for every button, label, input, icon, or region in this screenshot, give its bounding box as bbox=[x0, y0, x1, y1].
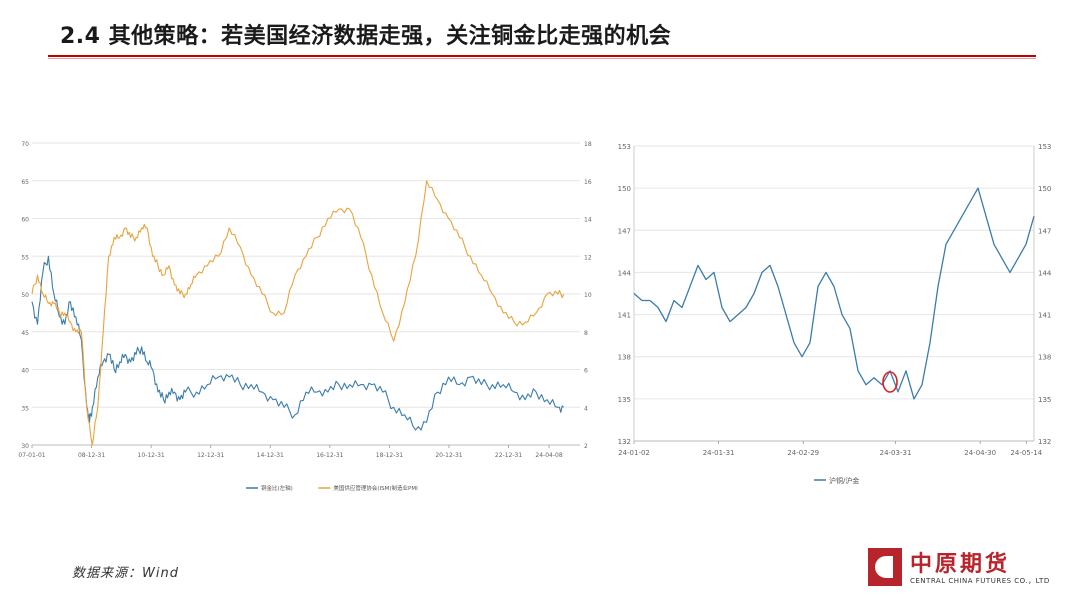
legend-label: 铜金比(左轴) bbox=[261, 484, 293, 492]
title-divider bbox=[48, 55, 1036, 57]
y-right-tick-label: 138 bbox=[1038, 354, 1051, 362]
legend-label: 美国供应管理协会(ISM)制造业PMI bbox=[333, 484, 418, 492]
y-left-tick-label: 60 bbox=[21, 217, 29, 224]
y-left-tick-label: 141 bbox=[618, 312, 631, 320]
x-tick-label: 10-12-31 bbox=[138, 452, 165, 459]
y-left-tick-label: 144 bbox=[618, 269, 632, 277]
y-right-tick-label: 141 bbox=[1038, 312, 1051, 320]
y-left-tick-label: 70 bbox=[21, 141, 29, 148]
y-left-tick-label: 50 bbox=[21, 292, 29, 299]
y-left-tick-label: 30 bbox=[21, 443, 29, 450]
y-right-tick-label: 12 bbox=[584, 254, 592, 261]
company-logo: 中原期货 CENTRAL CHINA FUTURES CO.，LTD bbox=[868, 548, 1049, 590]
y-right-tick-label: 147 bbox=[1038, 227, 1051, 235]
shfe-copper-gold-ratio-chart: 153 153 150 150 147 147 144 144 141 141 138 138 135 1… bbox=[618, 143, 1052, 485]
y-right-tick-label: 144 bbox=[1038, 269, 1052, 277]
x-tick-label: 07-01-01 bbox=[18, 452, 45, 459]
x-tick-label: 16-12-31 bbox=[316, 452, 343, 459]
x-tick-label: 18-12-31 bbox=[376, 452, 403, 459]
y-left-tick-label: 65 bbox=[21, 179, 29, 186]
x-tick-label: 24-03-31 bbox=[880, 449, 912, 457]
y-right-tick-label: 2 bbox=[584, 443, 588, 450]
x-tick-label: 24-02-29 bbox=[787, 449, 819, 457]
x-tick-label: 24-04-30 bbox=[964, 449, 996, 457]
y-right-tick-label: 18 bbox=[584, 141, 592, 148]
x-tick-label: 22-12-31 bbox=[495, 452, 522, 459]
y-right-tick-label: 135 bbox=[1038, 396, 1051, 404]
y-right-tick-label: 150 bbox=[1038, 185, 1051, 193]
y-right-tick-label: 10 bbox=[584, 292, 592, 299]
legend-label: 沪铜/沪金 bbox=[829, 476, 859, 485]
y-right-tick-label: 16 bbox=[584, 179, 592, 186]
x-tick-label: 24-05-14 bbox=[1010, 449, 1042, 457]
y-left-tick-label: 153 bbox=[618, 143, 631, 151]
title-divider-thin bbox=[48, 58, 1036, 59]
x-tick-label: 24-04-08 bbox=[535, 452, 562, 459]
page-title: 2.4 其他策略：若美国经济数据走强，关注铜金比走强的机会 bbox=[60, 24, 672, 49]
y-left-tick-label: 135 bbox=[618, 396, 631, 404]
y-right-tick-label: 6 bbox=[584, 368, 588, 375]
y-left-tick-label: 147 bbox=[618, 227, 631, 235]
copper-gold-pmi-chart: 70 65 60 55 50 45 40 35 30 18 16 14 12 10 8 6 4 2 07-01-01… bbox=[18, 141, 592, 492]
logo-english-name: CENTRAL CHINA FUTURES CO.，LTD bbox=[910, 577, 1050, 585]
y-right-tick-label: 8 bbox=[584, 330, 588, 337]
x-tick-label: 14-12-31 bbox=[257, 452, 284, 459]
y-right-tick-label: 14 bbox=[584, 217, 592, 224]
y-left-tick-label: 45 bbox=[21, 330, 29, 337]
y-left-tick-label: 55 bbox=[21, 254, 29, 261]
x-tick-label: 20-12-31 bbox=[435, 452, 462, 459]
y-left-tick-label: 150 bbox=[618, 185, 631, 193]
series-line-copper-gold bbox=[31, 255, 564, 431]
logo-name: 中原期货 bbox=[910, 551, 1011, 577]
y-right-tick-label: 132 bbox=[1038, 438, 1051, 446]
y-left-tick-label: 138 bbox=[618, 354, 631, 362]
x-tick-label: 24-01-02 bbox=[618, 449, 650, 457]
x-tick-label: 08-12-31 bbox=[78, 452, 105, 459]
y-left-tick-label: 40 bbox=[21, 368, 29, 375]
data-source-note: 数据来源：Wind bbox=[72, 566, 179, 581]
y-right-tick-label: 153 bbox=[1038, 143, 1051, 151]
logo-mark-icon bbox=[868, 548, 902, 586]
highlight-circle bbox=[882, 371, 898, 393]
x-tick-label: 12-12-31 bbox=[197, 452, 224, 459]
y-left-tick-label: 132 bbox=[618, 438, 631, 446]
y-left-tick-label: 35 bbox=[21, 405, 29, 412]
series-line-shfe-copper-gold bbox=[633, 187, 1035, 400]
y-right-tick-label: 4 bbox=[584, 405, 588, 412]
x-tick-label: 24-01-31 bbox=[703, 449, 735, 457]
series-line-ism-pmi bbox=[31, 180, 565, 446]
